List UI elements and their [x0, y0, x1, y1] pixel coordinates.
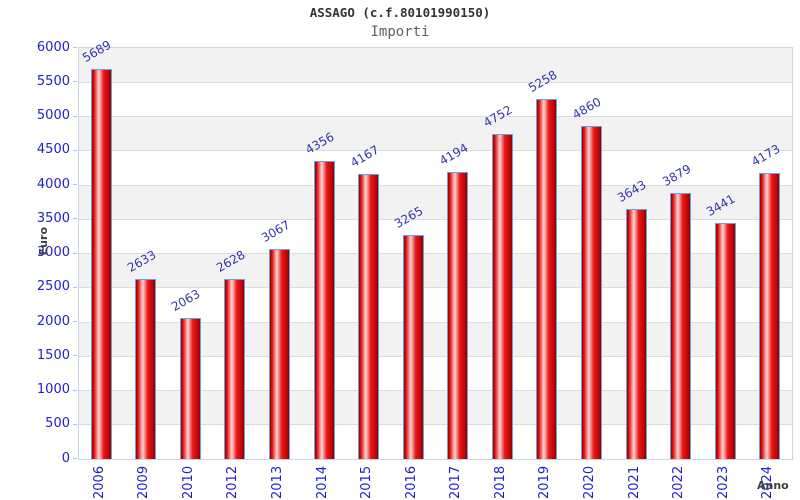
- bar-value-label: 4860: [570, 94, 604, 123]
- x-tick-label: 2015: [359, 465, 375, 499]
- bar: [358, 173, 380, 459]
- bar: [224, 278, 246, 459]
- bar-value-label: 4194: [436, 140, 471, 168]
- bar: [313, 160, 335, 459]
- y-tick-mark: [73, 115, 77, 117]
- x-tick-label: 2022: [671, 465, 687, 499]
- x-tick-label: 2013: [270, 465, 286, 499]
- bar-value-label: 3265: [392, 203, 426, 232]
- bar: [135, 278, 157, 459]
- y-tick-mark: [73, 184, 77, 185]
- y-gridline: [79, 150, 792, 152]
- bar: [179, 317, 201, 459]
- x-tick-label: 2014: [314, 465, 330, 499]
- bar-value-label: 3879: [659, 161, 694, 190]
- bar-value-label: 3067: [258, 217, 292, 245]
- y-tick-label: 2500: [36, 279, 70, 295]
- plot-background-band: [79, 116, 792, 151]
- y-tick-label: 5000: [36, 108, 70, 123]
- bar: [536, 98, 558, 459]
- bar: [625, 209, 647, 459]
- bar: [90, 69, 112, 459]
- x-tick-label: 2017: [448, 465, 464, 499]
- bar: [670, 193, 692, 459]
- y-tick-label: 3500: [36, 210, 70, 226]
- bar-value-label: 2063: [169, 286, 203, 314]
- bar-value-label: 4167: [347, 142, 382, 170]
- bar-value-label: 2633: [124, 247, 159, 275]
- y-tick-mark: [73, 458, 77, 459]
- y-tick-mark: [73, 423, 77, 425]
- y-tick-label: 4000: [36, 176, 70, 192]
- bar: [447, 171, 469, 459]
- bar: [714, 223, 736, 459]
- bar-value-label: 4173: [748, 141, 783, 170]
- y-tick-label: 0: [61, 450, 70, 466]
- bar-value-label: 4752: [481, 102, 515, 130]
- y-tick-mark: [73, 252, 77, 254]
- y-tick-label: 1500: [36, 347, 70, 363]
- y-tick-label: 500: [45, 416, 70, 432]
- y-tick-label: 1000: [36, 382, 70, 397]
- bar-value-label: 5689: [80, 37, 114, 66]
- y-tick-label: 4500: [36, 142, 70, 158]
- plot-background-band: [79, 82, 792, 117]
- plot-background-band: [79, 48, 792, 83]
- y-tick-mark: [73, 321, 77, 322]
- y-tick-mark: [73, 149, 77, 151]
- y-tick-label: 3000: [36, 245, 70, 260]
- y-axis-title: Euro: [37, 227, 50, 256]
- bar: [402, 235, 424, 459]
- x-tick-label: 2019: [537, 465, 553, 499]
- bar-value-label: 2628: [213, 247, 248, 275]
- x-axis-title: Anno: [757, 479, 789, 492]
- y-gridline: [79, 184, 792, 186]
- x-tick-label: 2018: [492, 465, 508, 499]
- x-tick-label: 2023: [715, 465, 731, 499]
- bar-value-label: 3441: [704, 191, 738, 220]
- bar: [269, 248, 291, 459]
- plot-background-band: [79, 150, 792, 185]
- x-tick-label: 2021: [626, 465, 642, 499]
- bar-value-label: 4356: [303, 129, 337, 157]
- y-tick-mark: [73, 81, 77, 83]
- y-tick-label: 2000: [36, 313, 70, 329]
- bar-value-label: 3643: [615, 178, 649, 206]
- x-tick-label: 2010: [180, 465, 196, 499]
- y-tick-label: 5500: [36, 73, 70, 89]
- x-tick-label: 2009: [136, 465, 152, 499]
- y-tick-label: 6000: [36, 39, 70, 55]
- y-tick-mark: [73, 218, 77, 220]
- y-tick-mark: [73, 286, 77, 288]
- chart-title: ASSAGO (c.f.80101990150): [309, 5, 491, 20]
- x-tick-label: 2012: [225, 465, 241, 499]
- bar: [491, 133, 513, 459]
- x-tick-label: 2016: [403, 465, 419, 499]
- bar: [759, 173, 781, 459]
- y-tick-mark: [73, 355, 77, 357]
- bar-value-label: 5258: [525, 67, 560, 95]
- y-tick-mark: [73, 389, 77, 391]
- x-tick-label: 2006: [91, 465, 107, 499]
- x-tick-label: 2020: [581, 465, 597, 499]
- bar: [580, 126, 602, 459]
- y-gridline: [79, 116, 792, 117]
- plot-area: 5689 2633 2063 2628 3067 4356 4167 3265 4194 4752…: [78, 38, 793, 460]
- chart-subtitle: Importi: [370, 24, 430, 40]
- y-tick-mark: [73, 47, 77, 48]
- y-gridline: [79, 81, 792, 83]
